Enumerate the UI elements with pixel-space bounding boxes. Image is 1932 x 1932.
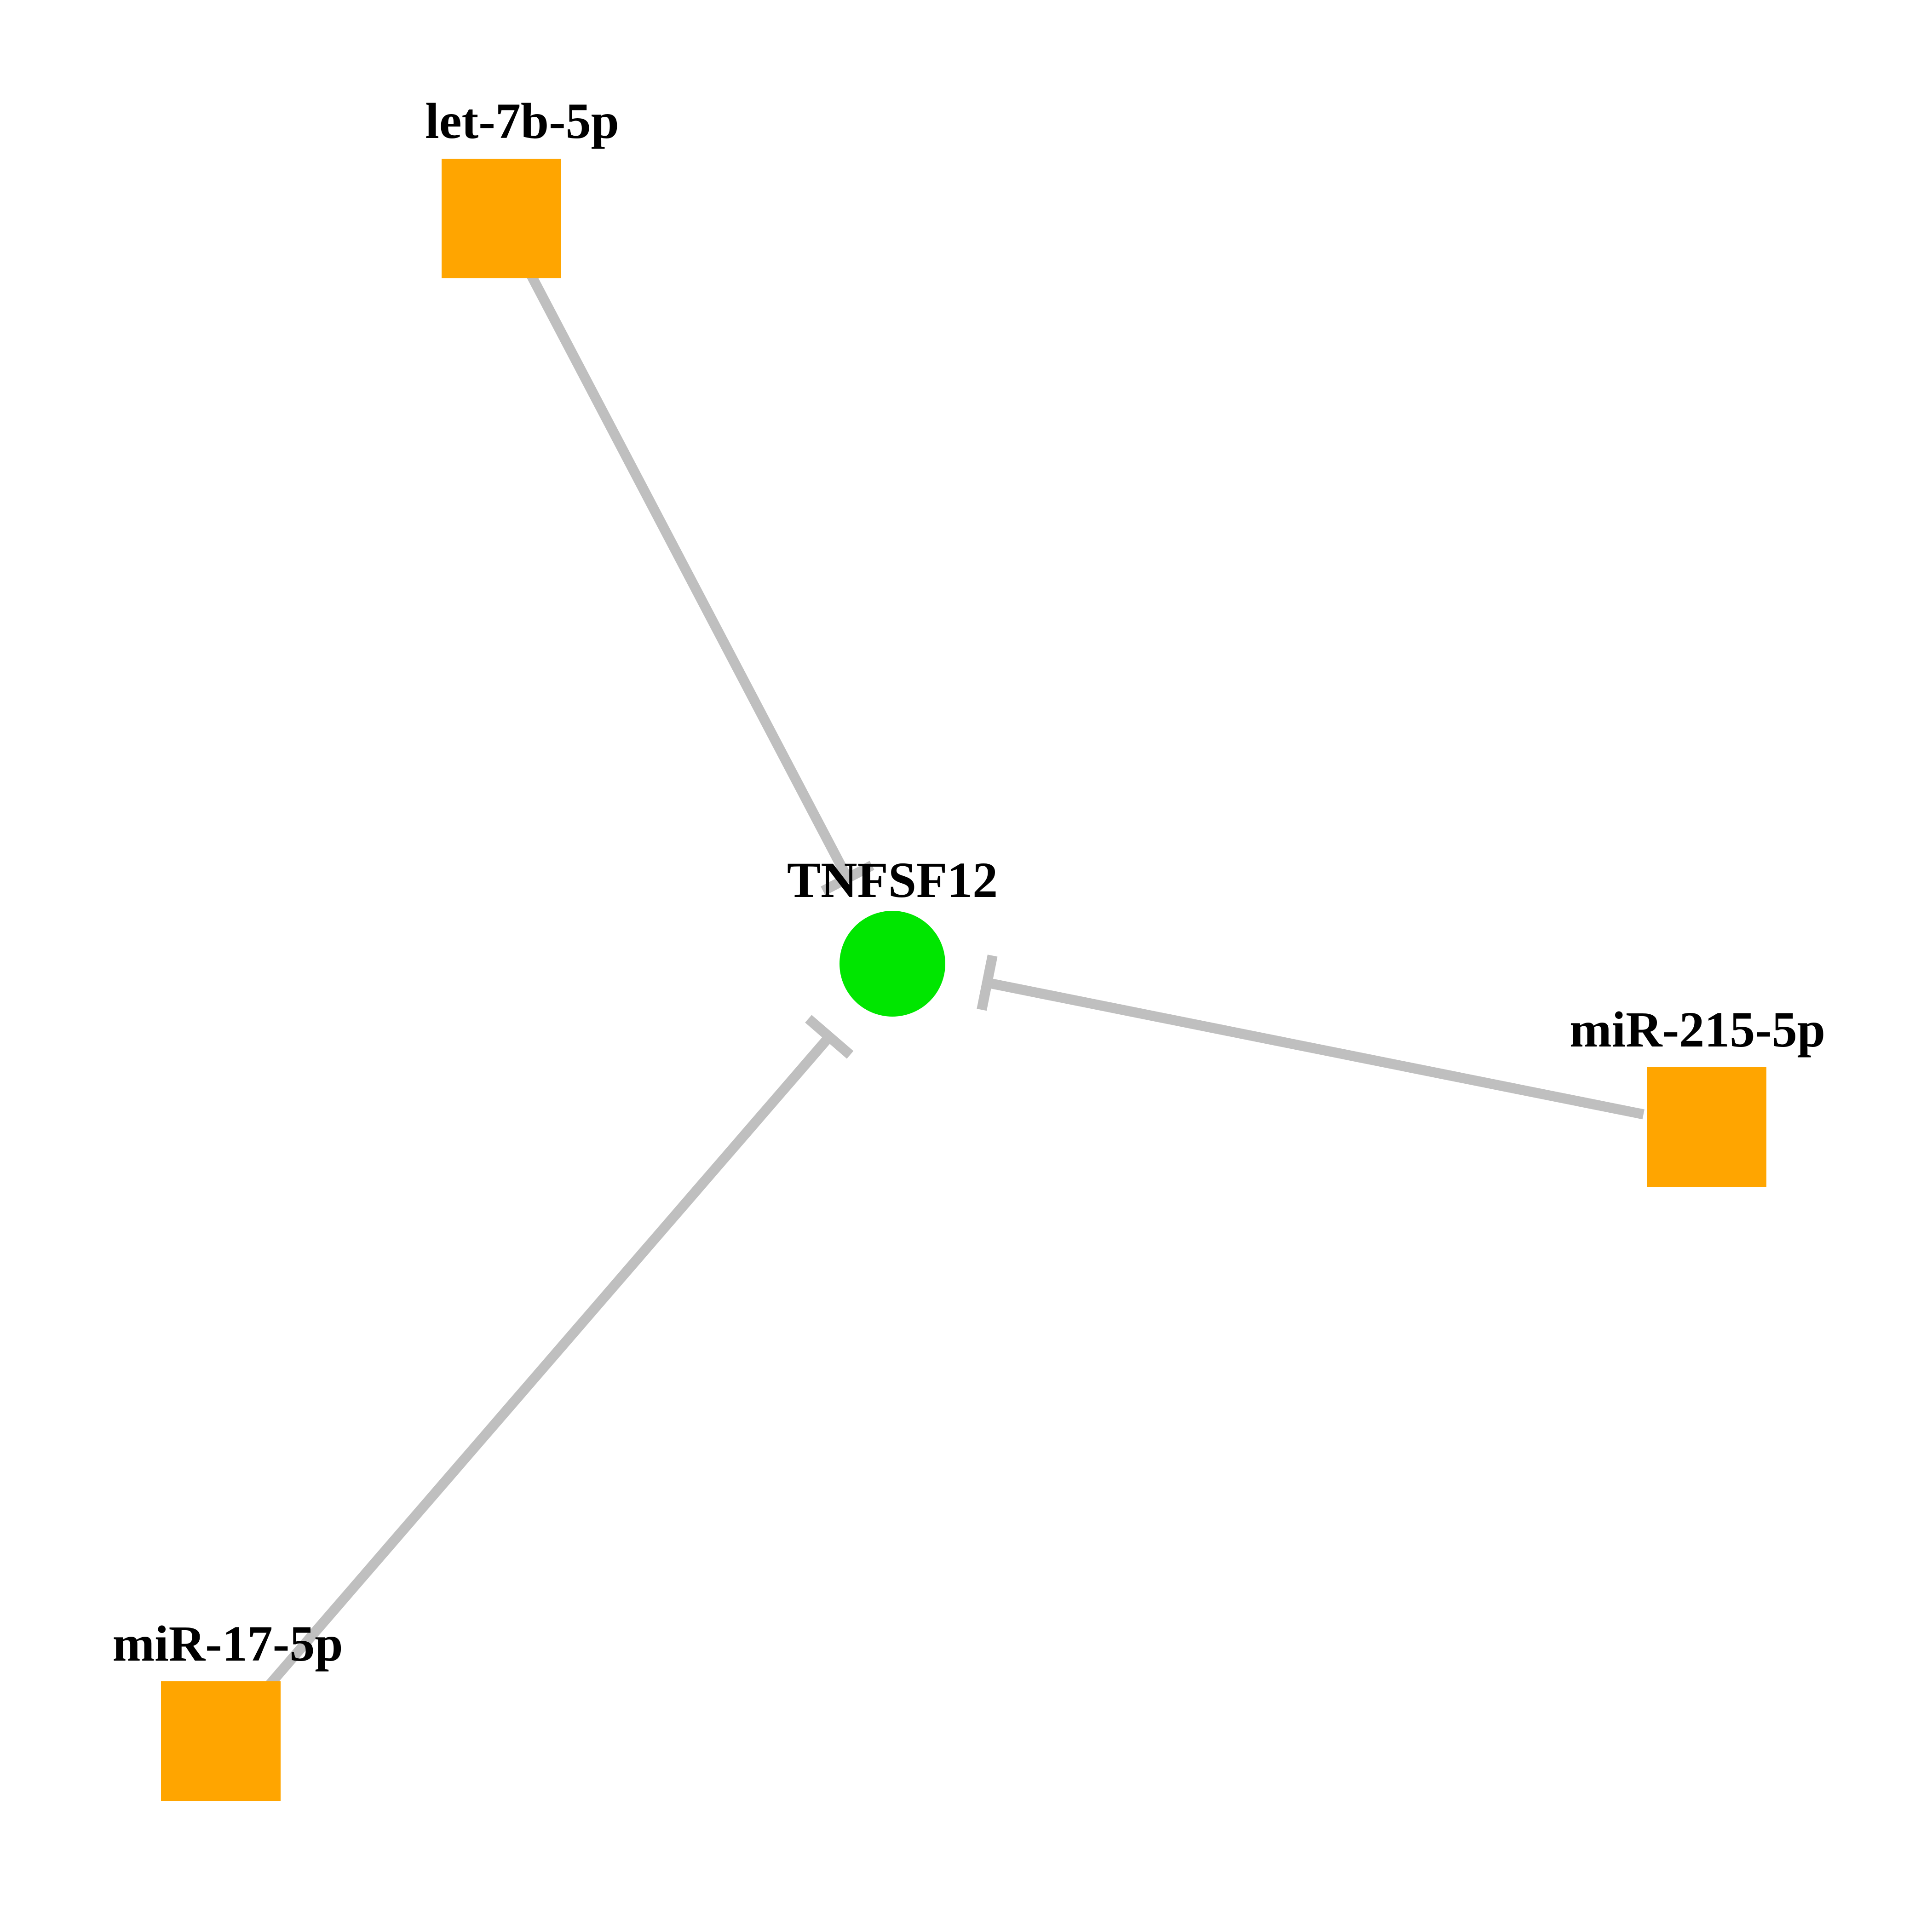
- node-shape-circle: [840, 911, 945, 1017]
- node-label: miR-215-5p: [1570, 1001, 1825, 1058]
- node-shape-square: [442, 159, 561, 278]
- nodes-layer: TNFSF12 let-7b-5p miR-215-5p miR-17-5p: [112, 93, 1825, 1801]
- edge-line: [263, 1037, 829, 1692]
- node-label: TNFSF12: [787, 852, 998, 908]
- edge-inhibitor-bar: [982, 955, 993, 1010]
- edge-line: [531, 276, 847, 878]
- node-mir215: miR-215-5p: [1570, 1001, 1825, 1187]
- edge: [263, 1019, 851, 1692]
- node-tnfsf12: TNFSF12: [787, 852, 998, 1017]
- edge: [531, 276, 872, 891]
- node-shape-square: [1647, 1067, 1766, 1187]
- edges-layer: [263, 276, 1644, 1692]
- node-let7b5p: let-7b-5p: [425, 93, 619, 278]
- node-label: miR-17-5p: [112, 1616, 343, 1672]
- node-shape-square: [161, 1681, 281, 1801]
- edge-line: [987, 983, 1644, 1114]
- edge: [982, 955, 1644, 1114]
- node-label: let-7b-5p: [425, 93, 619, 149]
- network-diagram: TNFSF12 let-7b-5p miR-215-5p miR-17-5p: [0, 0, 1932, 1932]
- node-mir17: miR-17-5p: [112, 1616, 343, 1801]
